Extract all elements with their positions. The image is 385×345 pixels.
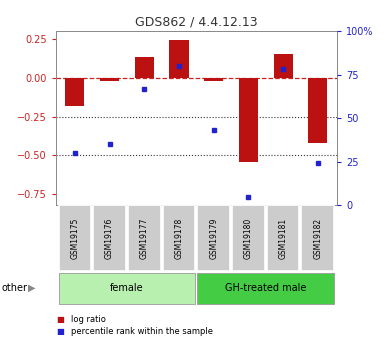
Text: female: female bbox=[110, 283, 144, 293]
Text: GSM19181: GSM19181 bbox=[279, 217, 288, 259]
Bar bbox=[59, 273, 195, 304]
Bar bbox=[163, 205, 195, 271]
Bar bbox=[93, 205, 126, 271]
Title: GDS862 / 4.4.12.13: GDS862 / 4.4.12.13 bbox=[135, 16, 258, 29]
Bar bbox=[198, 205, 230, 271]
Bar bbox=[59, 205, 91, 271]
Text: GSM19179: GSM19179 bbox=[209, 217, 218, 259]
Text: GSM19175: GSM19175 bbox=[70, 217, 79, 259]
Bar bbox=[308, 78, 327, 143]
Bar bbox=[169, 40, 189, 78]
Text: GSM19182: GSM19182 bbox=[313, 217, 322, 259]
Text: ■: ■ bbox=[56, 327, 64, 336]
Text: GSM19176: GSM19176 bbox=[105, 217, 114, 259]
Text: GSM19180: GSM19180 bbox=[244, 217, 253, 259]
Bar bbox=[135, 58, 154, 78]
Bar bbox=[274, 55, 293, 78]
Text: ■: ■ bbox=[56, 315, 64, 324]
Bar bbox=[301, 205, 334, 271]
Text: GSM19177: GSM19177 bbox=[140, 217, 149, 259]
Text: GH-treated male: GH-treated male bbox=[225, 283, 306, 293]
Bar bbox=[65, 78, 84, 106]
Bar bbox=[239, 78, 258, 162]
Text: other: other bbox=[2, 283, 28, 293]
Bar bbox=[232, 205, 265, 271]
Text: ▶: ▶ bbox=[28, 283, 35, 293]
Bar bbox=[100, 78, 119, 81]
Text: GSM19178: GSM19178 bbox=[174, 217, 184, 259]
Bar bbox=[267, 205, 300, 271]
Bar bbox=[198, 273, 334, 304]
Bar bbox=[204, 78, 223, 81]
Text: log ratio: log ratio bbox=[71, 315, 106, 324]
Bar bbox=[128, 205, 161, 271]
Text: percentile rank within the sample: percentile rank within the sample bbox=[71, 327, 213, 336]
